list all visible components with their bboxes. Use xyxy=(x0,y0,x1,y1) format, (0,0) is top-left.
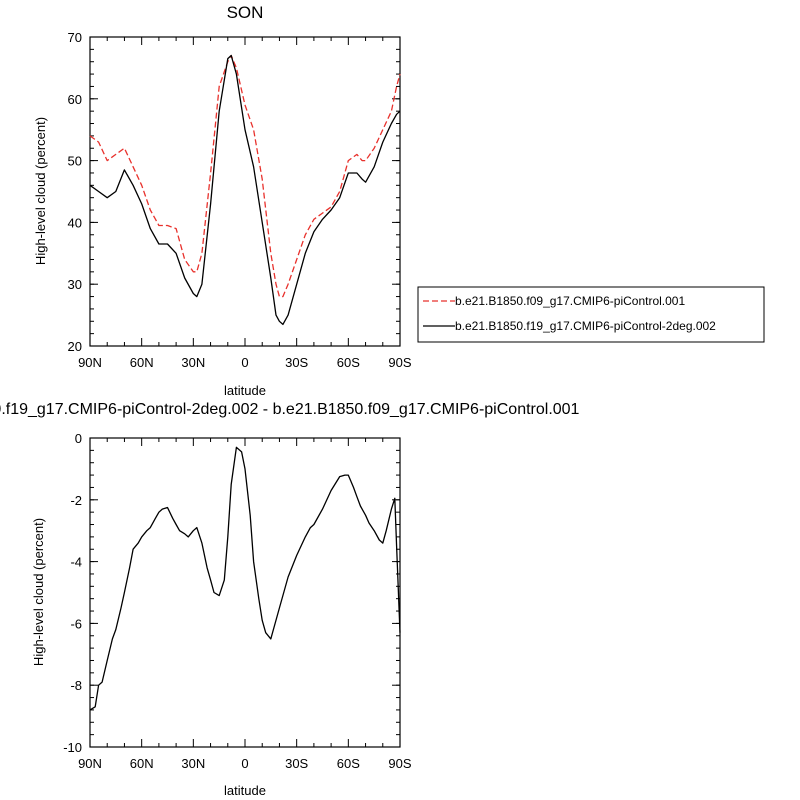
bottom-ticks: 90N 60N 30N 0 30S 60S 90S -10 -8 -6 -4 -2 0 xyxy=(63,431,412,771)
bottom-x-tick-label: 30S xyxy=(285,756,308,771)
top-x-tick-label: 0 xyxy=(241,355,248,370)
bottom-x-tick-label: 90N xyxy=(78,756,102,771)
top-y-tick-label: 40 xyxy=(68,215,82,230)
bottom-x-axis-label: latitude xyxy=(224,783,266,798)
bottom-y-tick-label: -10 xyxy=(63,740,82,755)
legend-box xyxy=(417,286,765,343)
bottom-chart-title: b.e21.B1850.f19_g17.CMIP6-piControl-2deg… xyxy=(0,401,580,418)
bottom-x-tick-label: 90S xyxy=(388,756,411,771)
top-panel: SON 90N 60N 30N 0 30S 60S 90S 20 30 40 50 60 70 lati… xyxy=(33,3,412,398)
legend-label-series-2: b.e21.B1850.f19_g17.CMIP6-piControl-2deg… xyxy=(455,319,716,333)
bottom-x-tick-label: 30N xyxy=(181,756,205,771)
legend: b.e21.B1850.f09_g17.CMIP6-piControl.001 … xyxy=(417,286,765,343)
top-x-tick-label: 90S xyxy=(388,355,411,370)
bottom-y-tick-label: -8 xyxy=(70,678,82,693)
top-x-tick-label: 90N xyxy=(78,355,102,370)
top-x-tick-label: 60N xyxy=(130,355,154,370)
top-chart-title: SON xyxy=(227,3,264,22)
bottom-x-tick-label: 60S xyxy=(337,756,360,771)
bottom-series-line-1 xyxy=(89,446,401,711)
top-series-line-2 xyxy=(89,54,401,326)
top-x-axis-label: latitude xyxy=(224,383,266,398)
bottom-y-tick-label: 0 xyxy=(75,431,82,446)
bottom-x-tick-label: 60N xyxy=(130,756,154,771)
bottom-x-tick-label: 0 xyxy=(241,756,248,771)
top-x-tick-label: 30S xyxy=(285,355,308,370)
bottom-y-tick-label: -2 xyxy=(70,493,82,508)
top-y-tick-label: 50 xyxy=(68,154,82,169)
bottom-y-tick-label: -4 xyxy=(70,555,82,570)
bottom-y-axis-label: High-level cloud (percent) xyxy=(31,518,46,666)
bottom-series xyxy=(89,446,401,711)
bottom-y-tick-label: -6 xyxy=(70,616,82,631)
bottom-plot-frame xyxy=(89,437,401,748)
top-ticks: 90N 60N 30N 0 30S 60S 90S 20 30 40 50 60 70 xyxy=(68,30,412,370)
top-series-line-1 xyxy=(89,54,401,298)
legend-label-series-1: b.e21.B1850.f09_g17.CMIP6-piControl.001 xyxy=(455,294,685,308)
top-series xyxy=(89,54,401,326)
top-y-tick-label: 60 xyxy=(68,92,82,107)
top-y-tick-label: 20 xyxy=(68,339,82,354)
top-x-tick-label: 60S xyxy=(337,355,360,370)
top-y-axis-label: High-level cloud (percent) xyxy=(33,117,48,265)
bottom-panel: b.e21.B1850.f19_g17.CMIP6-piControl-2deg… xyxy=(0,401,580,798)
top-x-tick-label: 30N xyxy=(181,355,205,370)
top-y-tick-label: 70 xyxy=(68,30,82,45)
top-y-tick-label: 30 xyxy=(68,277,82,292)
